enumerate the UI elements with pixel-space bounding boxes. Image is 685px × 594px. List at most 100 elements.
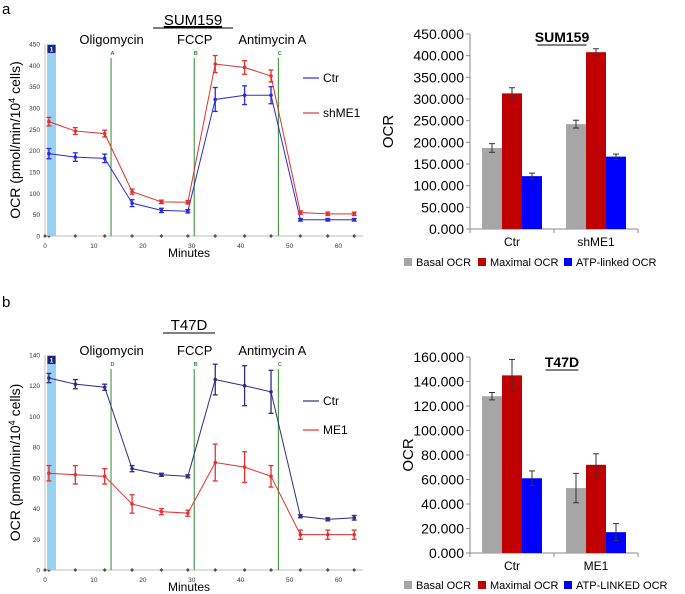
y-axis-title: OCR <box>400 438 417 472</box>
baseline-marker <box>298 568 303 572</box>
data-point <box>159 472 164 477</box>
bar <box>586 52 606 230</box>
chart-b-line: 0 20 40 60 80 100 120 140 0 10 20 30 40 50 60 1 D B C Oligo… <box>7 343 363 594</box>
baseline-marker <box>269 568 274 572</box>
bar <box>606 532 626 553</box>
legend-label: Ctr <box>323 71 339 85</box>
baseline-marker <box>130 568 135 572</box>
legend-label: Maximal OCR <box>490 257 559 269</box>
data-point <box>269 390 273 394</box>
data-point <box>186 200 190 205</box>
data-point <box>159 509 164 514</box>
bar <box>522 478 542 553</box>
y-tick-label: 400.000 <box>413 48 464 64</box>
baseline-marker <box>130 234 135 238</box>
baseline-marker <box>102 568 107 572</box>
x-tick-label: 20 <box>139 243 147 250</box>
baseline-band <box>47 44 56 236</box>
category-label: ME1 <box>584 559 609 573</box>
y-tick-label: 450 <box>29 42 40 49</box>
y-tick-label: 120.000 <box>413 398 464 414</box>
baseline-marker <box>102 234 107 238</box>
injection-name: Oligomycin <box>79 32 143 47</box>
series-line <box>48 63 355 215</box>
baseline-marker <box>352 234 357 238</box>
data-point <box>298 532 303 537</box>
data-point <box>47 376 51 380</box>
bar <box>566 124 586 229</box>
y-tick-label: 80.000 <box>421 447 464 463</box>
injection-name: Oligomycin <box>79 343 143 358</box>
x-tick-label: 10 <box>90 577 98 584</box>
baseline-marker <box>242 234 247 238</box>
y-tick-label: 40 <box>33 506 41 513</box>
baseline-marker <box>185 568 190 572</box>
data-point <box>47 119 51 124</box>
y-tick-label: 300 <box>29 106 40 113</box>
category-label: Ctr <box>504 559 520 573</box>
data-point <box>269 93 273 97</box>
y-axis-title: OCR (pmol/min/104 cells) <box>7 384 23 542</box>
y-axis-title: OCR <box>380 115 397 149</box>
legend-label: ME1 <box>323 423 348 437</box>
series-line <box>48 94 355 221</box>
baseline-marker <box>159 234 164 238</box>
x-tick-label: 60 <box>335 577 343 584</box>
y-tick-label: 20 <box>33 537 41 544</box>
bar <box>482 396 502 553</box>
data-point <box>242 93 247 97</box>
x-tick-label: 30 <box>188 243 196 250</box>
data-point <box>298 514 303 519</box>
data-point <box>47 151 51 156</box>
y-tick-label: 200 <box>29 148 40 155</box>
y-tick-label: 100.000 <box>413 178 464 194</box>
data-point <box>130 201 134 205</box>
badge-box <box>47 45 56 53</box>
bar <box>482 147 502 229</box>
y-tick-label: 150 <box>29 170 40 177</box>
y-tick-label: 300.000 <box>413 91 464 107</box>
x-axis-title: Minutes <box>168 580 210 594</box>
baseline-marker <box>43 234 47 238</box>
bar-chart-title: SUM159 <box>535 29 590 45</box>
baseline-marker <box>325 234 330 238</box>
x-tick-label: 30 <box>188 577 196 584</box>
y-tick-label: 100 <box>29 414 40 421</box>
injection-port: B <box>194 51 198 57</box>
data-point <box>325 217 330 222</box>
baseline-marker <box>213 234 218 238</box>
baseline-marker <box>159 568 164 572</box>
badge-label: 1 <box>50 358 54 365</box>
data-point <box>186 474 190 479</box>
legend-label: Ctr <box>323 394 339 408</box>
data-point <box>352 217 356 222</box>
data-point <box>130 502 134 506</box>
injection-name: Antimycin A <box>238 32 306 47</box>
baseline-marker <box>242 568 247 572</box>
data-point <box>325 212 330 216</box>
baseline-marker <box>73 568 78 572</box>
bar <box>522 176 542 229</box>
y-tick-label: 400 <box>29 63 40 70</box>
injection-port: D <box>111 362 115 368</box>
legend-label: Basal OCR <box>416 257 471 269</box>
y-tick-label: 120 <box>29 383 40 390</box>
data-point <box>73 129 78 133</box>
bar <box>566 488 586 553</box>
bar <box>606 156 626 229</box>
x-tick-label: 40 <box>237 243 245 250</box>
x-tick-label: 50 <box>286 577 294 584</box>
x-tick-label: 0 <box>43 577 47 584</box>
y-tick-label: 140.000 <box>413 374 464 390</box>
y-tick-label: 100.000 <box>413 423 464 439</box>
injection-name: Antimycin A <box>238 343 306 358</box>
legend-swatch <box>404 581 412 589</box>
y-tick-label: 160.000 <box>413 349 464 365</box>
data-point <box>186 209 190 214</box>
data-point <box>325 532 330 537</box>
chart-b-bar: T47D 0.000 20.000 40.000 60.000 80.000 100.000… <box>400 349 668 592</box>
y-tick-label: 200.000 <box>413 134 464 150</box>
data-point <box>159 200 164 204</box>
y-tick-label: 40.000 <box>421 496 464 512</box>
y-tick-label: 250.000 <box>413 113 464 129</box>
